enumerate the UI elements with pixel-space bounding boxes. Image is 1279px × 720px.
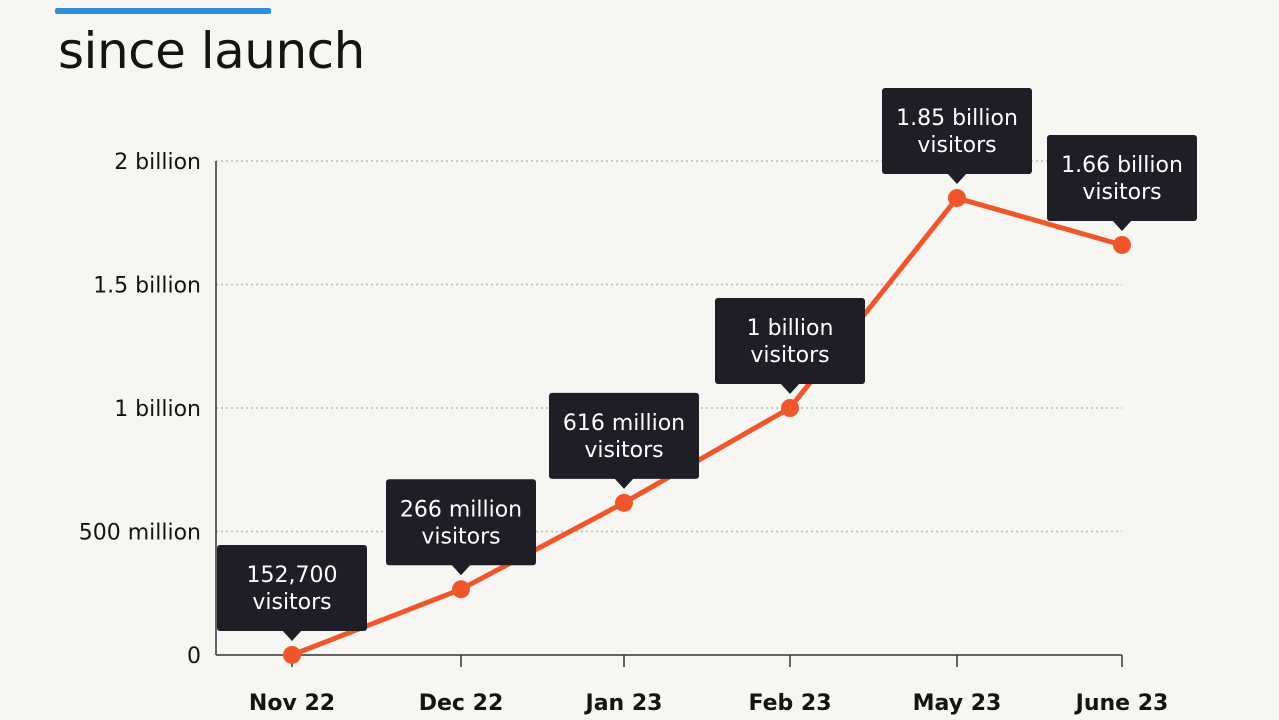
callout-box: [386, 479, 536, 566]
data-label: visitors: [421, 524, 500, 549]
data-label: 1.66 billion: [1061, 153, 1183, 178]
x-tick-label: Feb 23: [748, 691, 831, 716]
data-label: 1 billion: [747, 316, 834, 341]
y-tick-label: 1 billion: [114, 397, 201, 422]
callout-pointer: [451, 564, 471, 576]
data-label: 616 million: [563, 411, 685, 436]
callout-pointer: [282, 629, 302, 641]
data-label: visitors: [584, 438, 663, 463]
x-tick-label: May 23: [913, 691, 1002, 716]
y-tick-label: 500 million: [79, 521, 201, 546]
callout-pointer: [1112, 219, 1132, 231]
series-line: [289, 195, 1125, 658]
y-tick-label: 2 billion: [114, 150, 201, 175]
callout-pointer: [947, 173, 967, 185]
chart-title: since launch: [58, 22, 365, 80]
data-label: visitors: [750, 343, 829, 368]
data-label: visitors: [252, 590, 331, 615]
title-accent-bar: [55, 8, 271, 14]
x-tick-label: Dec 22: [419, 691, 504, 716]
y-tick-label: 0: [187, 644, 201, 669]
data-label: 152,700: [247, 563, 338, 588]
data-point: [615, 493, 633, 512]
x-tick-label: Jan 23: [584, 691, 663, 716]
data-label: visitors: [1082, 180, 1161, 205]
callout-pointer: [780, 383, 800, 394]
callout-box: [549, 392, 699, 479]
data-label: visitors: [917, 133, 996, 158]
callout-box: [1047, 134, 1197, 221]
y-tick-label: 1.5 billion: [93, 274, 201, 299]
data-label: 266 million: [400, 497, 522, 522]
callout-box: [217, 544, 367, 631]
data-point: [283, 645, 301, 664]
x-tick-label: Nov 22: [249, 691, 335, 716]
data-point: [452, 580, 470, 599]
data-point: [781, 399, 799, 417]
x-tick-label: June 23: [1074, 691, 1169, 716]
callout-box: [715, 298, 865, 384]
data-point: [948, 189, 966, 208]
data-point: [1113, 235, 1131, 254]
data-label: 1.85 billion: [896, 106, 1018, 131]
callout-box: [882, 88, 1032, 175]
callout-pointer: [614, 477, 634, 489]
